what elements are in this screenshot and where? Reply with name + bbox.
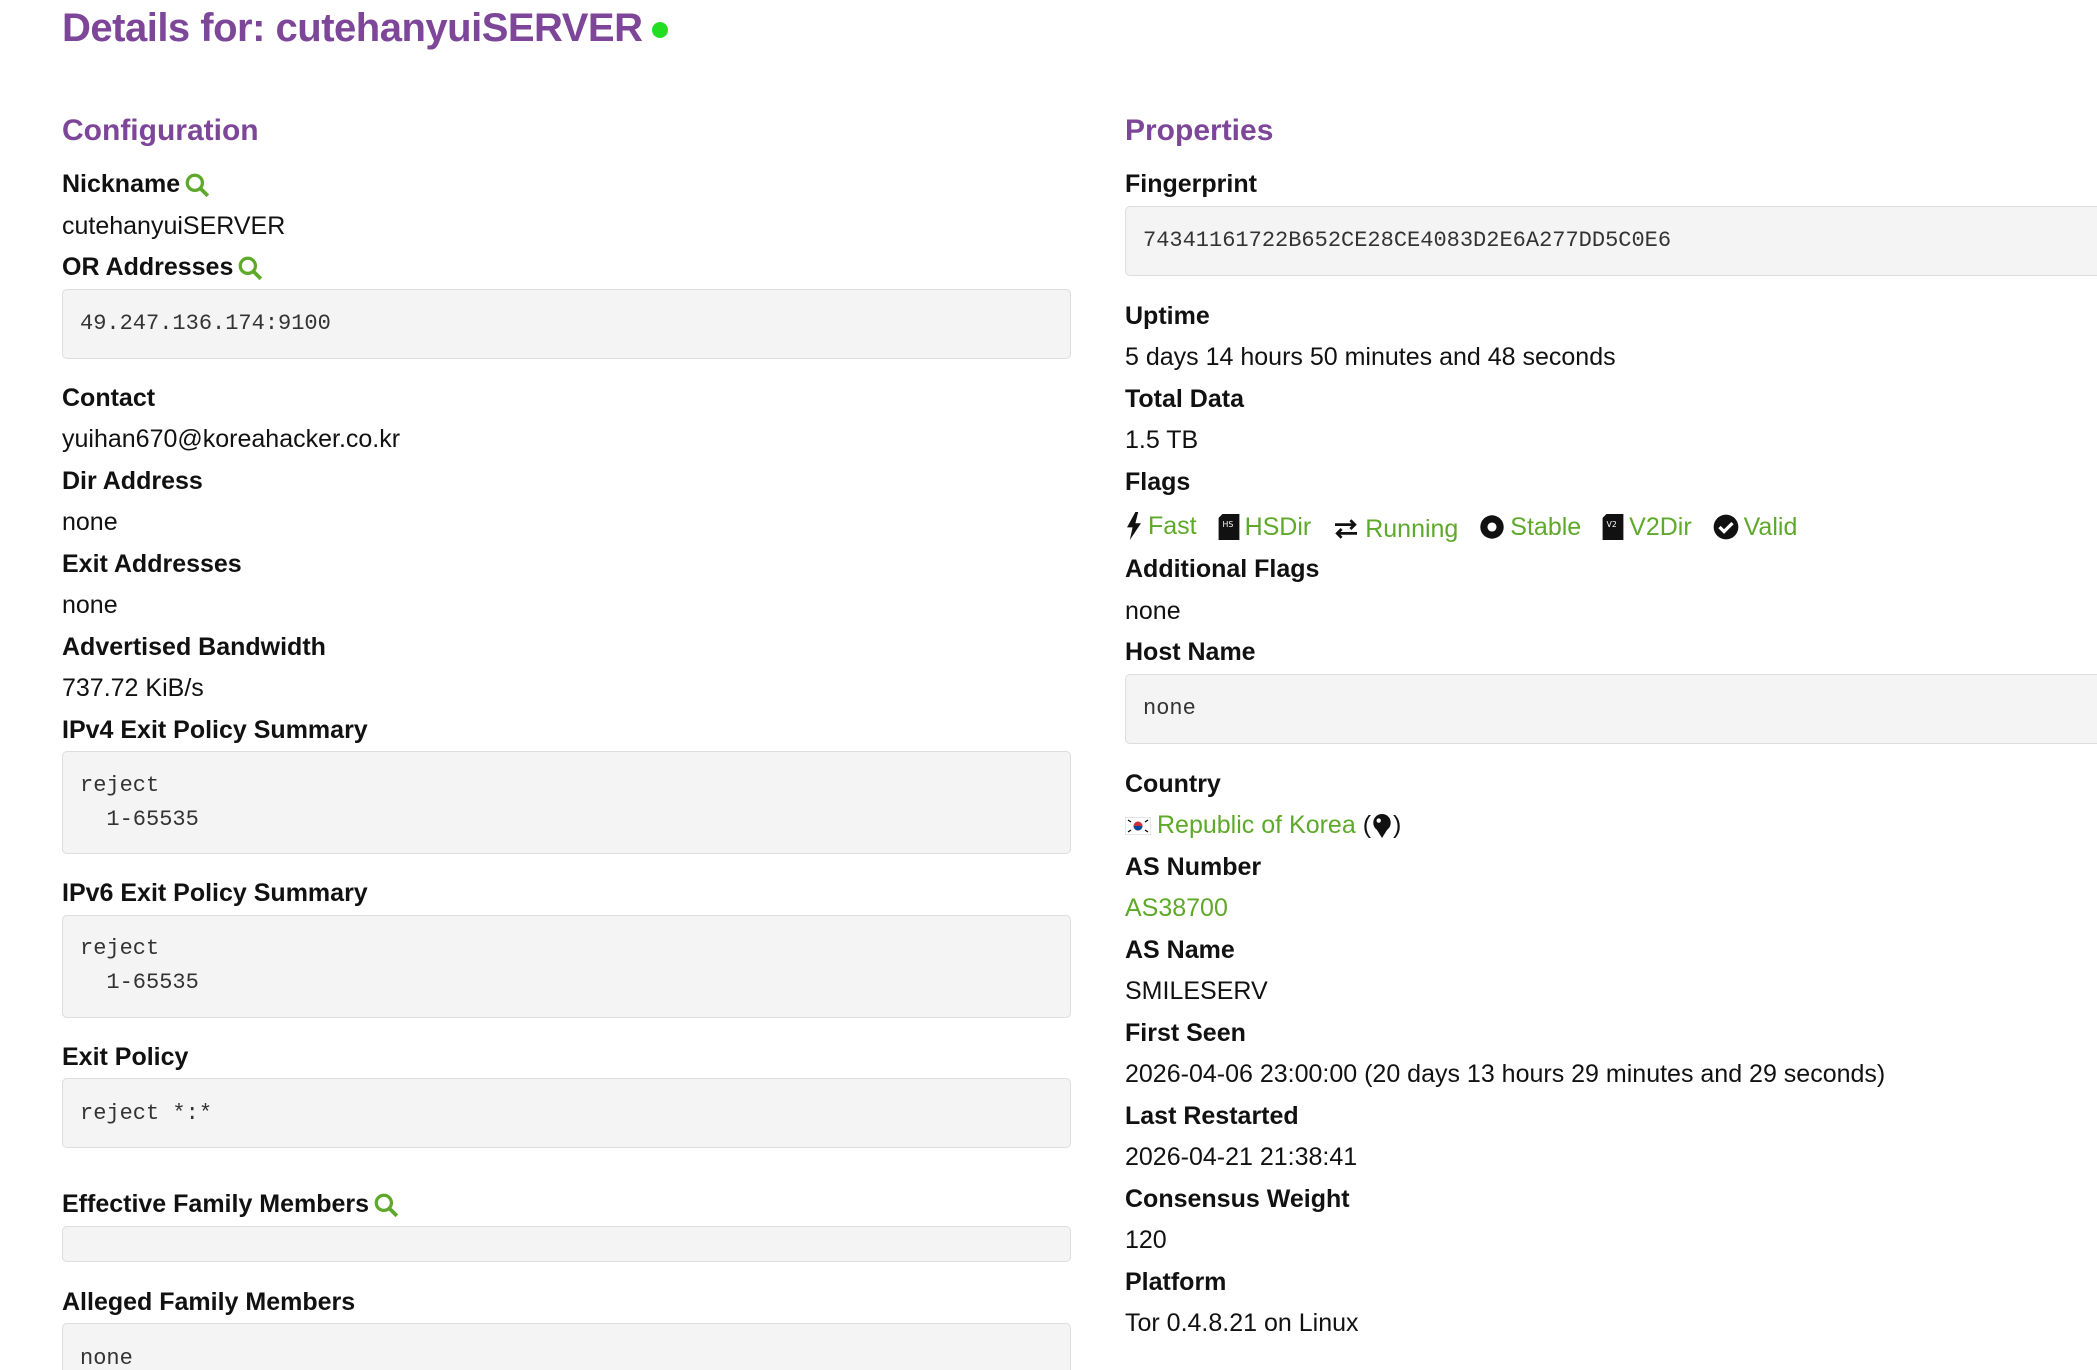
flag-v2dir[interactable]: V2 V2Dir [1602,504,1692,550]
status-dot-icon [652,22,669,39]
flag-stable[interactable]: Stable [1479,504,1581,550]
exchange-arrows-icon [1335,519,1358,539]
flag-running[interactable]: Running [1332,506,1458,552]
contact-value: yuihan670@koreahacker.co.kr [62,425,401,453]
or-addresses-label: OR Addresses [62,247,1071,289]
uptime-value: 5 days 14 hours 50 minutes and 48 second… [1125,343,1616,371]
ipv6-policy-box: reject 1-65535 [62,914,1071,1018]
svg-text:HS: HS [1222,520,1233,529]
platform-label: Platform [1125,1267,1227,1296]
exit-addresses-value: none [62,591,118,619]
as-name-value: SMILESERV [1125,977,1268,1005]
ipv4-policy-box: reject 1-65535 [62,751,1071,854]
nickname-value: cutehanyuiSERVER [62,211,286,240]
ipv4-policy-label: IPv4 Exit Policy Summary [62,715,368,744]
last-restarted-value: 2026-04-21 21:38:41 [1125,1143,1358,1171]
additional-flags-label: Additional Flags [1125,555,1320,583]
exit-policy-box: reject *:* [62,1078,1071,1148]
uptime-label: Uptime [1125,301,1210,330]
hs-card-icon: HS [1218,514,1239,540]
additional-flags-value: none [1125,596,1181,625]
bolt-icon [1127,512,1141,540]
fingerprint-label: Fingerprint [1125,170,1257,198]
flags-list: Fast HS HSDir Running Stable V2 V2Dir Vali… [1125,503,2097,549]
bandwidth-label: Advertised Bandwidth [62,632,326,661]
consensus-weight-value: 120 [1125,1226,1167,1254]
host-name-label: Host Name [1125,638,1256,666]
flag-hsdir[interactable]: HS HSDir [1218,504,1311,550]
properties-section: Properties Fingerprint 74341161722B652CE… [1124,108,2097,1345]
fingerprint-box: 74341161722B652CE28CE4083D2E6A277DD5C0E6 [1125,205,2097,276]
disc-icon [1480,515,1504,539]
map-pin-icon[interactable] [1371,814,1393,839]
korea-flag-icon [1124,816,1152,836]
flag-valid[interactable]: Valid [1713,504,1797,550]
or-addresses-box: 49.247.136.174:9100 [62,288,1071,359]
search-icon[interactable] [373,1192,399,1218]
dir-address-value: none [62,508,118,536]
alleged-family-label: Alleged Family Members [62,1287,356,1316]
title-text: Details for: cutehanyuiSERVER [62,6,643,50]
total-data-value: 1.5 TB [1125,426,1199,454]
alleged-family-box: none [62,1323,1071,1370]
ipv6-policy-label: IPv6 Exit Policy Summary [62,879,368,907]
country-label: Country [1125,769,1221,798]
as-number-link[interactable]: AS38700 [1125,894,1228,922]
last-restarted-label: Last Restarted [1125,1101,1299,1130]
bandwidth-value: 737.72 KiB/s [62,674,204,702]
consensus-weight-label: Consensus Weight [1125,1184,1350,1213]
flags-label: Flags [1125,467,1191,496]
search-icon[interactable] [184,172,210,198]
flag-fast[interactable]: Fast [1125,503,1197,549]
platform-value: Tor 0.4.8.21 on Linux [1125,1309,1359,1337]
effective-family-label: Effective Family Members [62,1184,1071,1226]
total-data-label: Total Data [1125,384,1244,413]
country-link[interactable]: Republic of Korea [1157,811,1356,839]
country-value: Republic of Korea () [1124,805,2097,847]
page-title: Details for: cutehanyuiSERVER [62,6,669,51]
first-seen-value: 2026-04-06 23:00:00 (20 days 13 hours 29… [1125,1060,1886,1088]
dir-address-label: Dir Address [62,466,203,495]
search-icon[interactable] [237,255,263,281]
configuration-heading: Configuration [62,114,259,147]
exit-policy-label: Exit Policy [62,1042,189,1071]
effective-family-box [62,1225,1071,1262]
first-seen-label: First Seen [1125,1018,1246,1047]
as-name-label: AS Name [1125,935,1235,964]
svg-text:V2: V2 [1607,520,1617,529]
configuration-section: Configuration Nickname cutehanyuiSERVER … [62,108,1071,1370]
properties-heading: Properties [1125,114,1274,147]
as-number-label: AS Number [1125,852,1262,881]
check-circle-icon [1713,514,1738,540]
contact-label: Contact [62,383,156,412]
exit-addresses-label: Exit Addresses [62,549,242,578]
v2-card-icon: V2 [1602,514,1624,540]
nickname-label: Nickname [62,164,1071,206]
host-name-box: none [1125,673,2097,744]
